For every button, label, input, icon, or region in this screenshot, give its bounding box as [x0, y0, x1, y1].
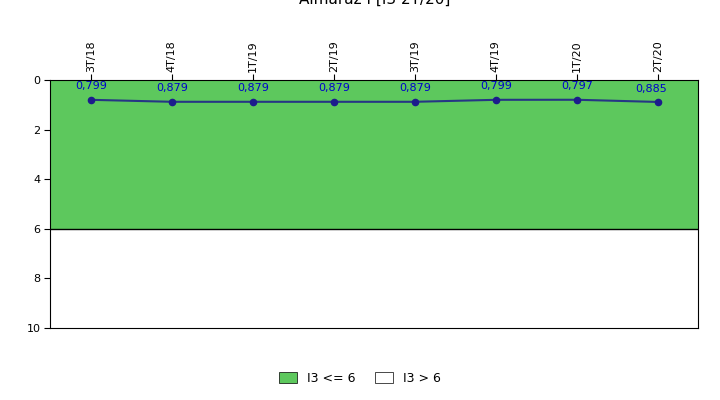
Text: 0,885: 0,885: [635, 84, 667, 94]
Text: 0,797: 0,797: [561, 82, 593, 92]
Text: 0,799: 0,799: [480, 82, 512, 92]
Legend: I3 <= 6, I3 > 6: I3 <= 6, I3 > 6: [274, 367, 446, 390]
Point: [85, 97, 96, 103]
Point: [247, 98, 258, 105]
Point: [571, 96, 582, 103]
Text: 0,879: 0,879: [318, 84, 350, 94]
Point: [409, 98, 420, 105]
Text: 0,879: 0,879: [156, 84, 188, 94]
Point: [652, 99, 664, 105]
Text: 0,879: 0,879: [399, 84, 431, 94]
Text: 0,799: 0,799: [75, 82, 107, 92]
Point: [490, 97, 502, 103]
Text: 0,879: 0,879: [237, 84, 269, 94]
Point: [166, 98, 178, 105]
Point: [328, 98, 340, 105]
Title: Almaraz I [I3 2T/20]: Almaraz I [I3 2T/20]: [299, 0, 450, 7]
